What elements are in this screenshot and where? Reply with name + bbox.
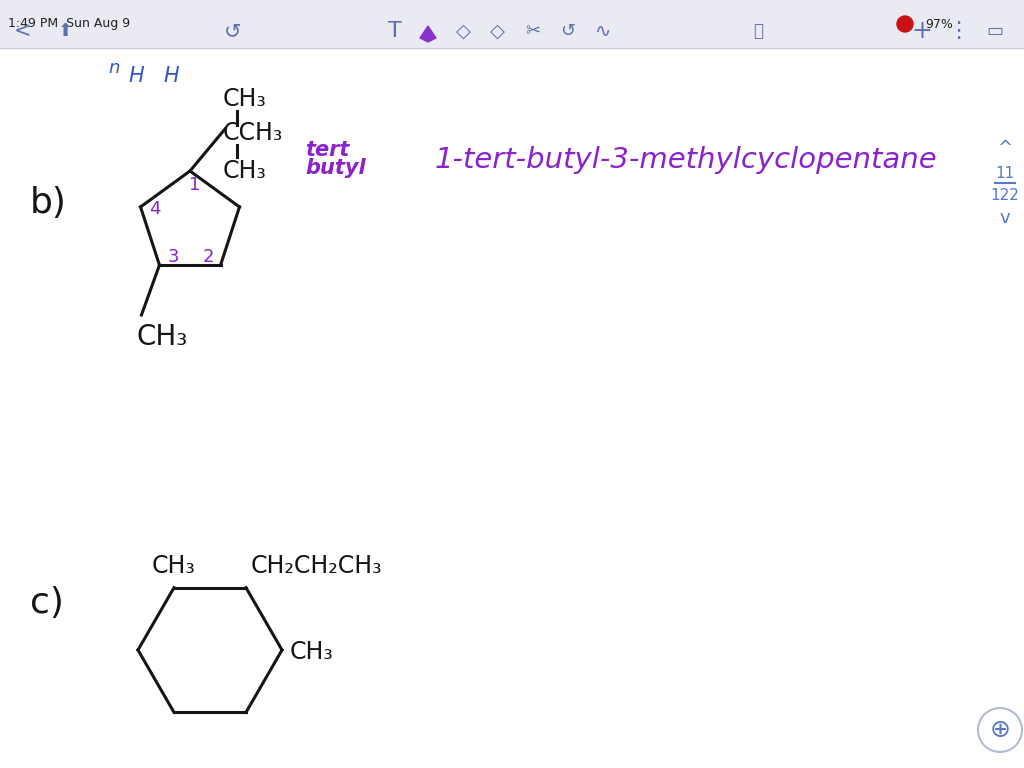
Text: 4: 4 [148, 200, 161, 218]
Text: 1-tert-butyl-3-methylcyclopentane: 1-tert-butyl-3-methylcyclopentane [435, 146, 938, 174]
Text: CH₃: CH₃ [290, 640, 334, 664]
Circle shape [978, 708, 1022, 752]
Text: H: H [128, 66, 143, 86]
Text: 2: 2 [203, 248, 214, 266]
Polygon shape [420, 26, 436, 42]
Text: 11: 11 [995, 165, 1015, 180]
Text: CH₂CH₂CH₃: CH₂CH₂CH₃ [251, 554, 383, 578]
Text: CH₃: CH₃ [223, 159, 267, 183]
Text: 3: 3 [168, 248, 179, 266]
Text: ▭: ▭ [986, 22, 1004, 40]
Text: tert: tert [305, 140, 349, 160]
Text: H: H [163, 66, 179, 86]
Text: CCH₃: CCH₃ [223, 121, 284, 145]
Text: c): c) [30, 586, 63, 620]
Text: ∿: ∿ [595, 22, 611, 41]
Text: <: < [13, 21, 31, 41]
Text: CH₃: CH₃ [136, 323, 187, 351]
Text: ◇: ◇ [489, 22, 505, 41]
Text: n: n [108, 59, 120, 77]
Text: 1: 1 [189, 176, 201, 194]
Bar [0, 0, 1024, 48]
Text: 122: 122 [990, 188, 1020, 204]
Text: ↺: ↺ [560, 22, 575, 40]
Text: b): b) [30, 186, 67, 220]
Text: ^: ^ [997, 139, 1013, 157]
Text: T: T [388, 21, 401, 41]
Text: v: v [999, 209, 1011, 227]
Text: ⋮: ⋮ [947, 21, 969, 41]
Text: CH₃: CH₃ [152, 554, 196, 578]
Text: 🎤: 🎤 [753, 22, 763, 40]
Text: 97%: 97% [925, 18, 953, 31]
Text: ↺: ↺ [224, 21, 242, 41]
Text: CH₃: CH₃ [223, 87, 267, 111]
Circle shape [897, 16, 913, 32]
Text: butyl: butyl [305, 158, 366, 178]
Text: ⬆: ⬆ [57, 22, 73, 40]
Text: 1:49 PM  Sun Aug 9: 1:49 PM Sun Aug 9 [8, 18, 130, 31]
Text: ⊕: ⊕ [989, 718, 1011, 742]
Text: +: + [911, 19, 933, 43]
Text: ◇: ◇ [456, 22, 470, 41]
Text: ✂: ✂ [525, 22, 541, 40]
